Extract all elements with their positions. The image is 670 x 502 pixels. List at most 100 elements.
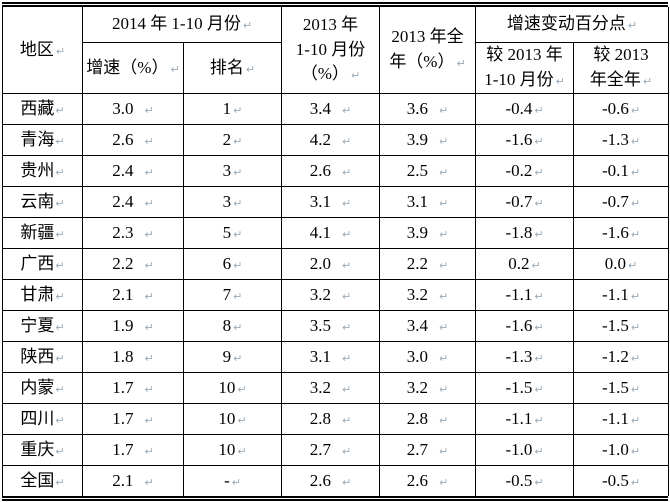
cell-value: 4.2 [309, 129, 332, 149]
paragraph-mark-icon: ↵ [439, 351, 449, 365]
cell-2013-full-year: 2.8 ↵ [379, 403, 477, 435]
paragraph-mark-icon: ↵ [534, 320, 544, 334]
table-row: 广西↵ 2.2 ↵ 6 ↵ 2.0 ↵ 2.2 ↵ 0.2 ↵ 0.0 ↵ [2, 248, 670, 280]
cell-2013-oct: 2.0 ↵ [281, 248, 381, 280]
cell-growth-2014: 3.0 ↵ [82, 93, 184, 125]
paragraph-mark-icon: ↵ [627, 19, 638, 33]
cell-value: 2.4 [112, 160, 134, 180]
paragraph-mark-icon: ↵ [630, 289, 641, 303]
cell-region: 重庆↵ [2, 434, 83, 466]
header-region: 地区 ↵ [2, 7, 83, 94]
cell-value: 广西 [20, 253, 55, 273]
cell-value: 宁夏 [20, 315, 55, 335]
cell-value: 3.2 [309, 284, 332, 304]
cell-2013-full-year: 3.9 ↵ [379, 124, 477, 156]
cell-region: 贵州↵ [2, 155, 83, 187]
paragraph-mark-icon: ↵ [55, 289, 65, 303]
paragraph-mark-icon: ↵ [242, 19, 253, 33]
paragraph-mark-icon: ↵ [534, 134, 544, 148]
cell-rank-2014: 1 ↵ [182, 93, 283, 125]
cell-value: -1.0 [601, 439, 629, 459]
cell-2013-oct: 3.4 ↵ [281, 93, 381, 125]
cell-value: -1.8 [505, 222, 533, 242]
paragraph-mark-icon: ↵ [630, 227, 641, 241]
paragraph-mark-icon: ↵ [237, 382, 247, 396]
cell-value: 甘肃 [20, 284, 55, 304]
paragraph-mark-icon: ↵ [144, 134, 154, 148]
cell-value: 贵州 [20, 160, 55, 180]
header-change-title: 增速变动百分点 ↵ [475, 7, 670, 43]
cell-value: 3.2 [309, 377, 332, 397]
paragraph-mark-icon: ↵ [439, 444, 449, 458]
paragraph-mark-icon: ↵ [534, 444, 544, 458]
cell-2013-oct: 4.1 ↵ [281, 217, 381, 249]
cell-value: 5 [222, 222, 232, 242]
paragraph-mark-icon: ↵ [456, 57, 466, 70]
cell-2013-full-year: 2.6 ↵ [379, 465, 477, 496]
cell-value: 2.2 [406, 253, 429, 273]
cell-value: 2.1 [112, 470, 134, 490]
cell-2013-full-year: 3.0 ↵ [379, 341, 477, 373]
cell-2013-full-year: 3.9 ↵ [379, 217, 477, 249]
cell-change-vs-full: -1.1 ↵ [573, 279, 670, 311]
paragraph-mark-icon: ↵ [630, 444, 641, 458]
paragraph-mark-icon: ↵ [55, 134, 65, 148]
paragraph-mark-icon: ↵ [144, 351, 154, 365]
paragraph-mark-icon: ↵ [144, 103, 154, 117]
table-row: 西藏↵ 3.0 ↵ 1 ↵ 3.4 ↵ 3.6 ↵ -0.4 ↵ -0.6 ↵ [2, 93, 670, 125]
cell-change-vs-oct: -0.4 ↵ [475, 93, 575, 125]
cell-value: 3.1 [406, 191, 429, 211]
paragraph-mark-icon: ↵ [439, 258, 449, 272]
cell-value: 3.9 [406, 129, 429, 149]
cell-value: 10 [218, 377, 236, 397]
paragraph-mark-icon: ↵ [55, 227, 65, 241]
cell-value: 重庆 [20, 439, 55, 459]
cell-2013-oct: 2.6 ↵ [281, 155, 381, 187]
paragraph-mark-icon: ↵ [630, 320, 641, 334]
cell-value: 2.1 [112, 284, 134, 304]
paragraph-mark-icon: ↵ [439, 134, 449, 148]
paragraph-mark-icon: ↵ [144, 382, 154, 396]
paragraph-mark-icon: ↵ [144, 258, 154, 272]
cell-2013-full-year: 3.4 ↵ [379, 310, 477, 342]
cell-rank-2014: 2 ↵ [182, 124, 283, 156]
cell-growth-2014: 2.3 ↵ [82, 217, 184, 249]
cell-2013-oct: 3.2 ↵ [281, 372, 381, 404]
cell-value: 8 [222, 315, 232, 335]
cell-value: -0.4 [505, 98, 533, 118]
paragraph-mark-icon: ↵ [439, 289, 449, 303]
cell-growth-2014: 1.9 ↵ [82, 310, 184, 342]
cell-change-vs-full: -1.3 ↵ [573, 124, 670, 156]
cell-value: 3.1 [309, 191, 332, 211]
cell-value: 西藏 [20, 98, 55, 118]
paragraph-mark-icon: ↵ [233, 227, 243, 241]
paragraph-mark-icon: ↵ [534, 165, 544, 179]
cell-value: -0.7 [505, 191, 533, 211]
cell-value: - [224, 470, 230, 490]
cell-value: 2.6 [406, 470, 429, 490]
paragraph-mark-icon: ↵ [342, 320, 352, 334]
paragraph-mark-icon: ↵ [342, 382, 352, 396]
header-2013-oct: 2013 年 1-10 月份 （%） ↵ [281, 7, 381, 94]
paragraph-mark-icon: ↵ [144, 475, 154, 489]
cell-2013-full-year: 3.2 ↵ [379, 279, 477, 311]
paragraph-mark-icon: ↵ [439, 320, 449, 334]
cell-value: 3.9 [406, 222, 429, 242]
cell-growth-2014: 1.7 ↵ [82, 434, 184, 466]
cell-value: 内蒙 [20, 377, 55, 397]
cell-value: 1.8 [112, 346, 134, 366]
paragraph-mark-icon: ↵ [630, 475, 641, 489]
cell-rank-2014: 3 ↵ [182, 155, 283, 187]
cell-change-vs-full: 0.0 ↵ [573, 248, 670, 280]
header-2013-full-year-label: 2013 年全 年（%） [389, 27, 464, 71]
cell-rank-2014: - ↵ [182, 465, 283, 496]
paragraph-mark-icon: ↵ [439, 475, 449, 489]
cell-value: 2.0 [309, 253, 332, 273]
cell-rank-2014: 5 ↵ [182, 217, 283, 249]
header-change-vs-oct-label: 较 2013 年 1-10 月份 [484, 45, 563, 89]
paragraph-mark-icon: ↵ [55, 475, 65, 489]
cell-value: 0.0 [604, 253, 627, 273]
cell-2013-oct: 3.1 ↵ [281, 341, 381, 373]
